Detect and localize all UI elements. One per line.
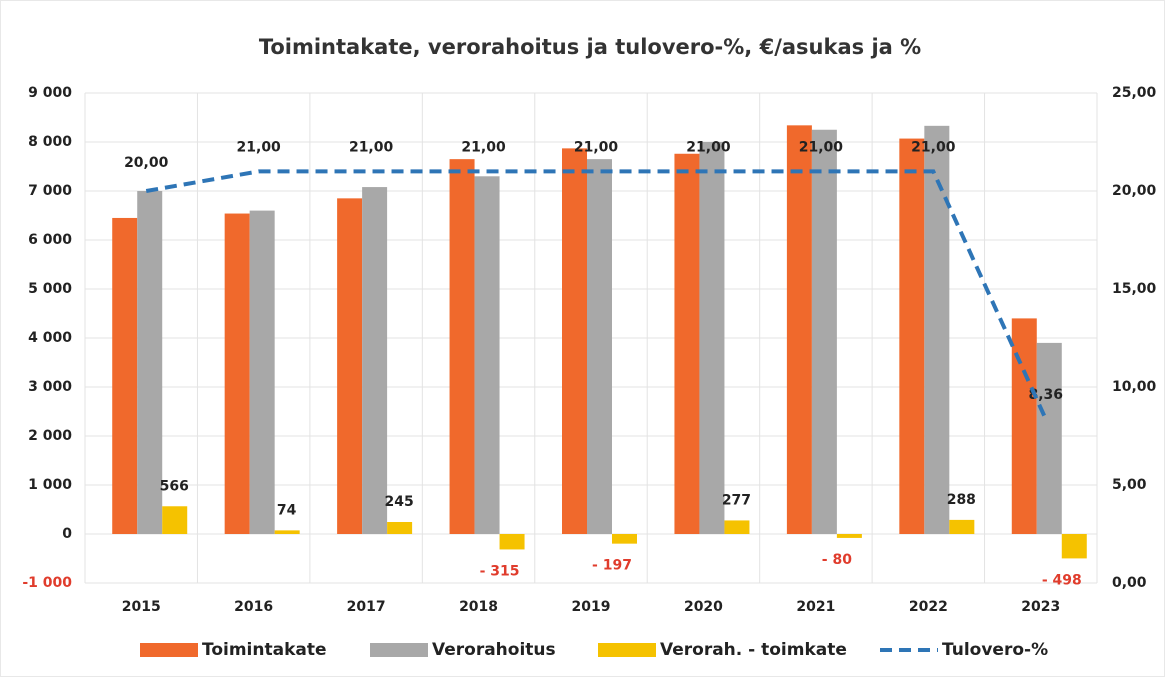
x-tick-label: 2016 xyxy=(234,599,273,615)
bar xyxy=(1011,318,1037,534)
bar xyxy=(337,198,363,534)
line-label: 8,36 xyxy=(1029,387,1064,403)
bar xyxy=(1061,534,1087,559)
data-label: - 197 xyxy=(592,558,632,574)
y-tick-label: 5 000 xyxy=(28,281,72,297)
bar xyxy=(387,521,413,534)
bar xyxy=(224,213,250,535)
line xyxy=(145,169,1048,420)
bar xyxy=(137,191,163,534)
x-tick-label: 2017 xyxy=(347,599,386,615)
line-label: 21,00 xyxy=(574,139,619,155)
y-tick-label: 3 000 xyxy=(28,379,72,395)
bar xyxy=(1036,342,1062,534)
line-label: 21,00 xyxy=(911,139,956,155)
line-label: 21,00 xyxy=(461,139,506,155)
legend-swatch xyxy=(140,643,198,657)
y-tick-label: 8 000 xyxy=(28,134,72,150)
x-tick-label: 2022 xyxy=(909,599,948,615)
bar xyxy=(724,520,750,534)
bar xyxy=(899,138,925,534)
data-label: 288 xyxy=(947,492,976,508)
data-label: 245 xyxy=(384,494,413,510)
bar xyxy=(786,125,812,534)
data-label: - 498 xyxy=(1042,572,1082,588)
y2-tick-label: 20,00 xyxy=(1112,183,1157,199)
bar xyxy=(587,159,612,534)
bar xyxy=(562,148,587,534)
chart-title: Toimintakate, verorahoitus ja tulovero-%… xyxy=(259,35,921,59)
line-label: 21,00 xyxy=(237,139,282,155)
data-label: - 315 xyxy=(480,563,520,579)
bar xyxy=(249,210,275,534)
y2-tick-label: 5,00 xyxy=(1112,477,1147,493)
data-label: - 80 xyxy=(822,552,852,568)
y-tick-label: 1 000 xyxy=(28,477,72,493)
bar xyxy=(836,534,862,538)
y-tick-label: -1 000 xyxy=(22,575,72,591)
legend-label: Verorahoitus xyxy=(432,640,556,660)
bar xyxy=(162,506,188,534)
y-tick-label: 0 xyxy=(62,526,72,542)
bar xyxy=(811,129,837,534)
line-label: 21,00 xyxy=(686,139,731,155)
y2-tick-label: 0,00 xyxy=(1112,575,1147,591)
y2-tick-label: 10,00 xyxy=(1112,379,1157,395)
x-tick-label: 2023 xyxy=(1021,599,1060,615)
data-label: 74 xyxy=(277,502,297,518)
y-tick-label: 4 000 xyxy=(28,330,72,346)
line-label: 21,00 xyxy=(799,139,844,155)
bar xyxy=(499,534,525,550)
y-tick-label: 2 000 xyxy=(28,428,72,444)
legend-label: Toimintakate xyxy=(202,640,327,660)
data-label: 277 xyxy=(722,492,751,508)
y-tick-label: 6 000 xyxy=(28,232,72,248)
x-tick-label: 2019 xyxy=(572,599,611,615)
legend-swatch xyxy=(598,643,656,657)
y-tick-label: 7 000 xyxy=(28,183,72,199)
y2-tick-label: 15,00 xyxy=(1112,281,1157,297)
y2-tick-label: 25,00 xyxy=(1112,85,1157,101)
bar xyxy=(612,534,637,544)
bar xyxy=(274,530,300,534)
bar xyxy=(949,519,975,534)
legend-swatch xyxy=(370,643,428,657)
line-label: 21,00 xyxy=(349,139,394,155)
legend-label: Verorah. - toimkate xyxy=(660,640,847,660)
bar xyxy=(699,142,725,534)
x-tick-label: 2021 xyxy=(796,599,835,615)
line-label: 20,00 xyxy=(124,155,169,171)
x-tick-label: 2018 xyxy=(459,599,498,615)
bar xyxy=(474,176,500,535)
bar xyxy=(924,125,950,534)
y-tick-label: 9 000 xyxy=(28,85,72,101)
bar xyxy=(362,187,388,534)
bar xyxy=(449,159,475,534)
bar xyxy=(112,217,138,534)
data-label: 566 xyxy=(160,478,189,494)
x-tick-label: 2015 xyxy=(122,599,161,615)
legend-label: Tulovero-% xyxy=(942,640,1048,660)
x-tick-label: 2020 xyxy=(684,599,723,615)
bar xyxy=(674,153,700,534)
